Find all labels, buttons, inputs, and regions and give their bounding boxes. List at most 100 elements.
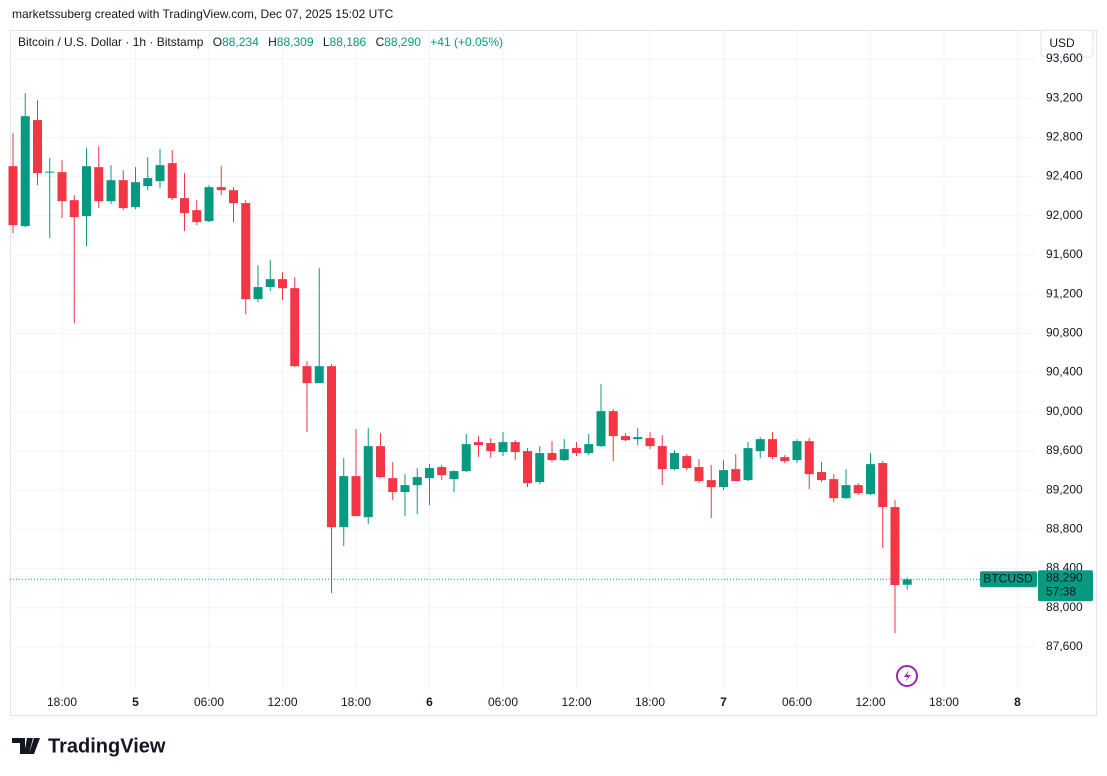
candle-body [535,453,545,483]
candle-body [755,439,765,452]
candle-body [351,476,361,517]
x-tick-label: 06:00 [782,695,812,709]
countdown: 57:38 [1046,584,1076,598]
y-tick-label: 89,200 [1046,482,1083,496]
candle-body [277,279,287,289]
l-value: 88,186 [330,35,367,49]
candle-body [767,439,777,458]
c-value: 88,290 [384,35,421,49]
candle-body [486,443,496,452]
candle-body [620,436,630,441]
logo-text: TradingView [48,735,166,757]
candle-body [375,446,385,478]
candle-body [424,468,434,479]
candle-body [853,485,863,494]
symbol: Bitcoin / U.S. Dollar · 1h · Bitstamp [18,35,204,49]
y-tick-label: 91,200 [1046,286,1083,300]
candle-body [706,480,716,488]
candle-body [363,446,373,518]
candle-body [829,479,839,499]
candle-body [143,178,153,187]
candle-body [547,453,557,461]
candle-body [865,464,875,495]
candle-body [57,172,67,202]
candle-body [20,116,30,227]
candle-body [682,456,692,469]
candle-body [498,442,508,453]
candle-body [608,411,618,437]
candle-body [816,472,826,481]
currency: USD [1049,36,1075,50]
candle-body [253,287,263,300]
lightning-icon [896,665,918,687]
price-tag: 88,290 [1046,570,1083,584]
symbol-tag-bg [980,571,1037,588]
candle-body [400,485,410,493]
candle-body [522,451,532,484]
y-tick-label: 90,400 [1046,365,1083,379]
candle-body [155,165,165,182]
change: +41 (+0.05%) [430,35,503,49]
candle-body [179,198,189,214]
legend-row: Bitcoin / U.S. Dollar · 1h · Bitstamp O 8… [18,35,503,49]
candle-body [437,467,447,476]
candle-body [81,166,91,217]
candle-body [314,366,324,384]
y-tick-label: 90,800 [1046,325,1083,339]
candle-body [743,448,753,481]
x-tick-label: 06:00 [488,695,518,709]
candle-body [780,457,790,462]
candle-body [8,166,18,226]
candle-body [388,478,398,493]
x-tick-label: 12:00 [855,695,885,709]
candle-body [473,442,483,446]
x-tick-label: 18:00 [635,695,665,709]
candle-body [804,441,814,475]
candle-body [633,437,643,440]
x-tick-label: 5 [132,695,139,709]
x-tick-label: 12:00 [561,695,591,709]
x-tick-label: 06:00 [194,695,224,709]
x-tick-label: 8 [1014,695,1021,709]
candle-body [228,190,238,204]
candle-body [69,200,79,218]
y-tick-label: 92,800 [1046,130,1083,144]
candle-body [45,171,55,173]
logo: TradingView [12,735,166,757]
x-tick-label: 12:00 [267,695,297,709]
candle-body [657,446,667,470]
candle-body [130,182,140,208]
candles [8,93,1035,634]
candle-body [584,444,594,454]
candle-body [694,467,704,482]
x-tick-label: 6 [426,695,433,709]
candle-body [731,469,741,482]
x-tick-label: 18:00 [929,695,959,709]
x-tick-label: 18:00 [341,695,371,709]
candle-body [645,438,655,447]
price-tag-bg [1038,570,1093,602]
candle-body [241,203,251,300]
currency-button[interactable] [1040,29,1094,58]
h-key: H [268,35,277,49]
candle-body [302,366,312,384]
candle-body [878,463,888,508]
candle-body [94,167,104,202]
y-tick-label: 89,600 [1046,443,1083,457]
o-key: O [213,35,222,49]
candle-body [339,476,349,528]
candle-body [449,471,459,480]
candle-body [792,441,802,461]
grid [10,31,1035,690]
h-value: 88,309 [277,35,314,49]
y-tick-label: 93,600 [1046,51,1083,65]
x-tick-label: 18:00 [47,695,77,709]
y-tick-label: 92,000 [1046,208,1083,222]
candle-body [326,366,336,528]
candle-body [216,187,226,191]
y-tick-label: 87,600 [1046,639,1083,653]
candle-body [118,180,128,209]
candle-body [596,411,606,447]
y-tick-label: 92,400 [1046,169,1083,183]
